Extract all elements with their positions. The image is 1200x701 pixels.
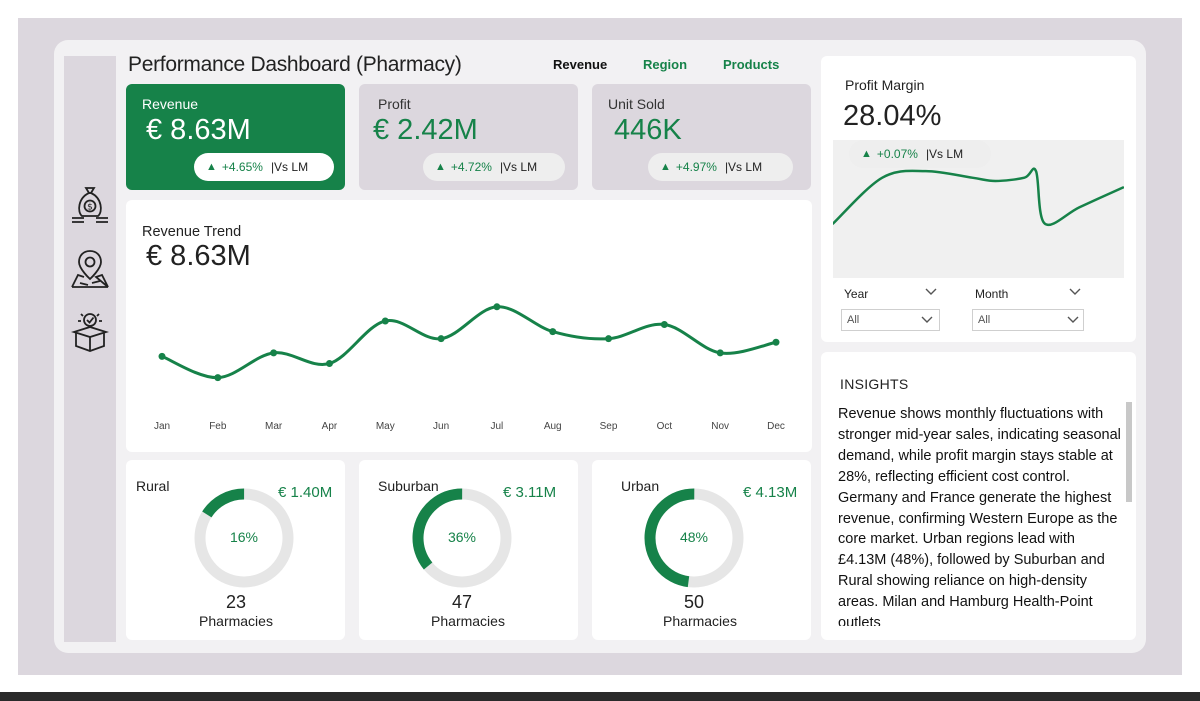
bottom-bar bbox=[0, 692, 1200, 701]
revenue-change-value: +4.65% bbox=[221, 160, 263, 174]
segment-amount: € 3.11M bbox=[503, 484, 557, 501]
segment-name: Suburban bbox=[378, 478, 439, 494]
insights-card bbox=[821, 352, 1136, 640]
units-kpi-label: Unit Sold bbox=[608, 96, 665, 112]
profit-kpi-card[interactable]: Profit € 2.42M ▲ +4.72% |Vs LM bbox=[359, 84, 578, 190]
profit-vs-label: |Vs LM bbox=[499, 160, 538, 174]
chevron-down-icon[interactable] bbox=[920, 315, 934, 325]
year-filter-value: All bbox=[847, 314, 860, 326]
profit-change-pill: ▲ +4.72% |Vs LM bbox=[423, 153, 565, 181]
revenue-point-aug[interactable] bbox=[549, 328, 557, 336]
donut-slice-suburban[interactable] bbox=[400, 476, 524, 600]
month-label-dec: Dec bbox=[767, 421, 785, 432]
revenue-point-apr[interactable] bbox=[325, 359, 333, 367]
insights-text[interactable]: Revenue shows monthly fluctuations with … bbox=[838, 406, 1121, 626]
month-label-oct: Oct bbox=[656, 421, 673, 432]
revenue-point-nov[interactable] bbox=[716, 349, 724, 357]
tab-region[interactable]: Region bbox=[643, 57, 688, 72]
month-filter-label: Month bbox=[975, 287, 1009, 301]
revenue-trend-title: Revenue Trend bbox=[142, 224, 242, 240]
revenue-point-jun[interactable] bbox=[437, 335, 445, 343]
box-icon[interactable] bbox=[68, 310, 112, 354]
up-arrow-icon: ▲ bbox=[660, 161, 671, 173]
segment-amount: € 1.40M bbox=[278, 484, 333, 501]
month-label-may: May bbox=[375, 421, 395, 432]
segment-count-suburban: 47 bbox=[451, 592, 473, 612]
month-label-jul: Jul bbox=[490, 421, 504, 432]
profit-margin-change-value: +0.07% bbox=[876, 147, 918, 161]
segment-unit-suburban: Pharmacies bbox=[431, 613, 505, 629]
profit-margin-value: 28.04% bbox=[843, 100, 942, 132]
revenue-kpi-value: € 8.63M bbox=[146, 114, 251, 146]
units-kpi-value: 446K bbox=[614, 114, 682, 146]
month-label-jan: Jan bbox=[153, 421, 171, 432]
revenue-change-pill: ▲ +4.65% |Vs LM bbox=[194, 153, 334, 181]
tab-revenue[interactable]: Revenue bbox=[553, 57, 608, 72]
segment-amount: € 4.13M bbox=[743, 484, 798, 501]
revenue-point-jul[interactable] bbox=[493, 303, 501, 311]
units-change-pill: ▲ +4.97% |Vs LM bbox=[648, 153, 793, 181]
segment-unit-urban: Pharmacies bbox=[663, 613, 737, 629]
segment-name: Rural bbox=[136, 478, 170, 494]
month-label-nov: Nov bbox=[711, 421, 730, 432]
svg-text:$: $ bbox=[87, 203, 93, 213]
insights-title: INSIGHTS bbox=[840, 376, 909, 392]
month-filter-select[interactable]: All bbox=[972, 309, 1084, 331]
month-filter-value: All bbox=[978, 314, 991, 326]
money-bag-icon[interactable]: $ bbox=[68, 182, 112, 226]
profit-kpi-label: Profit bbox=[378, 96, 411, 112]
revenue-point-jan[interactable] bbox=[158, 352, 166, 360]
profit-margin-change-pill: ▲ +0.07% |Vs LM bbox=[849, 140, 991, 168]
month-label-apr: Apr bbox=[321, 421, 338, 432]
month-label-aug: Aug bbox=[543, 421, 562, 432]
profit-margin-line bbox=[833, 167, 1124, 227]
segment-pct-rural: 16% bbox=[229, 529, 259, 545]
revenue-point-mar[interactable] bbox=[270, 349, 278, 357]
page-title: Performance Dashboard (Pharmacy) bbox=[128, 53, 462, 76]
up-arrow-icon: ▲ bbox=[435, 161, 446, 173]
year-filter-label: Year bbox=[844, 287, 869, 301]
revenue-trend-chart bbox=[158, 303, 780, 382]
profit-change-value: +4.72% bbox=[450, 160, 492, 174]
revenue-trend-card bbox=[126, 200, 812, 452]
revenue-vs-label: |Vs LM bbox=[270, 160, 309, 174]
up-arrow-icon: ▲ bbox=[206, 161, 217, 173]
month-label-jun: Jun bbox=[433, 421, 450, 432]
map-pin-icon[interactable] bbox=[68, 247, 112, 291]
chevron-down-icon[interactable] bbox=[924, 287, 938, 297]
units-change-value: +4.97% bbox=[675, 160, 717, 174]
profit-margin-vs-label: |Vs LM bbox=[925, 147, 964, 161]
tab-products[interactable]: Products bbox=[723, 57, 780, 72]
revenue-point-sep[interactable] bbox=[605, 335, 613, 343]
month-label-mar: Mar bbox=[265, 421, 283, 432]
month-label-feb: Feb bbox=[209, 421, 227, 432]
revenue-point-may[interactable] bbox=[381, 317, 389, 325]
year-filter-select[interactable]: All bbox=[841, 309, 940, 331]
donut-slice-rural[interactable] bbox=[183, 477, 304, 598]
insights-scrollbar[interactable] bbox=[1126, 402, 1132, 502]
revenue-trend-value: € 8.63M bbox=[146, 240, 251, 272]
donut-slice-urban[interactable] bbox=[644, 488, 744, 588]
revenue-point-dec[interactable] bbox=[772, 338, 780, 346]
up-arrow-icon: ▲ bbox=[861, 148, 872, 160]
revenue-kpi-card[interactable]: Revenue € 8.63M ▲ +4.65% |Vs LM bbox=[126, 84, 345, 190]
chevron-down-icon[interactable] bbox=[1066, 315, 1080, 325]
profit-margin-title: Profit Margin bbox=[845, 77, 925, 93]
segment-count-rural: 23 bbox=[225, 592, 247, 612]
segment-pct-suburban: 36% bbox=[447, 529, 477, 545]
segment-name: Urban bbox=[621, 478, 660, 494]
profit-kpi-value: € 2.42M bbox=[373, 114, 478, 146]
segment-unit-rural: Pharmacies bbox=[199, 613, 273, 629]
revenue-point-oct[interactable] bbox=[660, 321, 668, 329]
units-vs-label: |Vs LM bbox=[724, 160, 763, 174]
units-kpi-card[interactable]: Unit Sold 446K ▲ +4.97% |Vs LM bbox=[592, 84, 811, 190]
revenue-kpi-label: Revenue bbox=[142, 96, 199, 112]
month-label-sep: Sep bbox=[599, 421, 618, 432]
revenue-point-feb[interactable] bbox=[214, 374, 222, 382]
chevron-down-icon[interactable] bbox=[1068, 287, 1082, 297]
segment-pct-urban: 48% bbox=[679, 529, 709, 545]
segment-count-urban: 50 bbox=[683, 592, 705, 612]
